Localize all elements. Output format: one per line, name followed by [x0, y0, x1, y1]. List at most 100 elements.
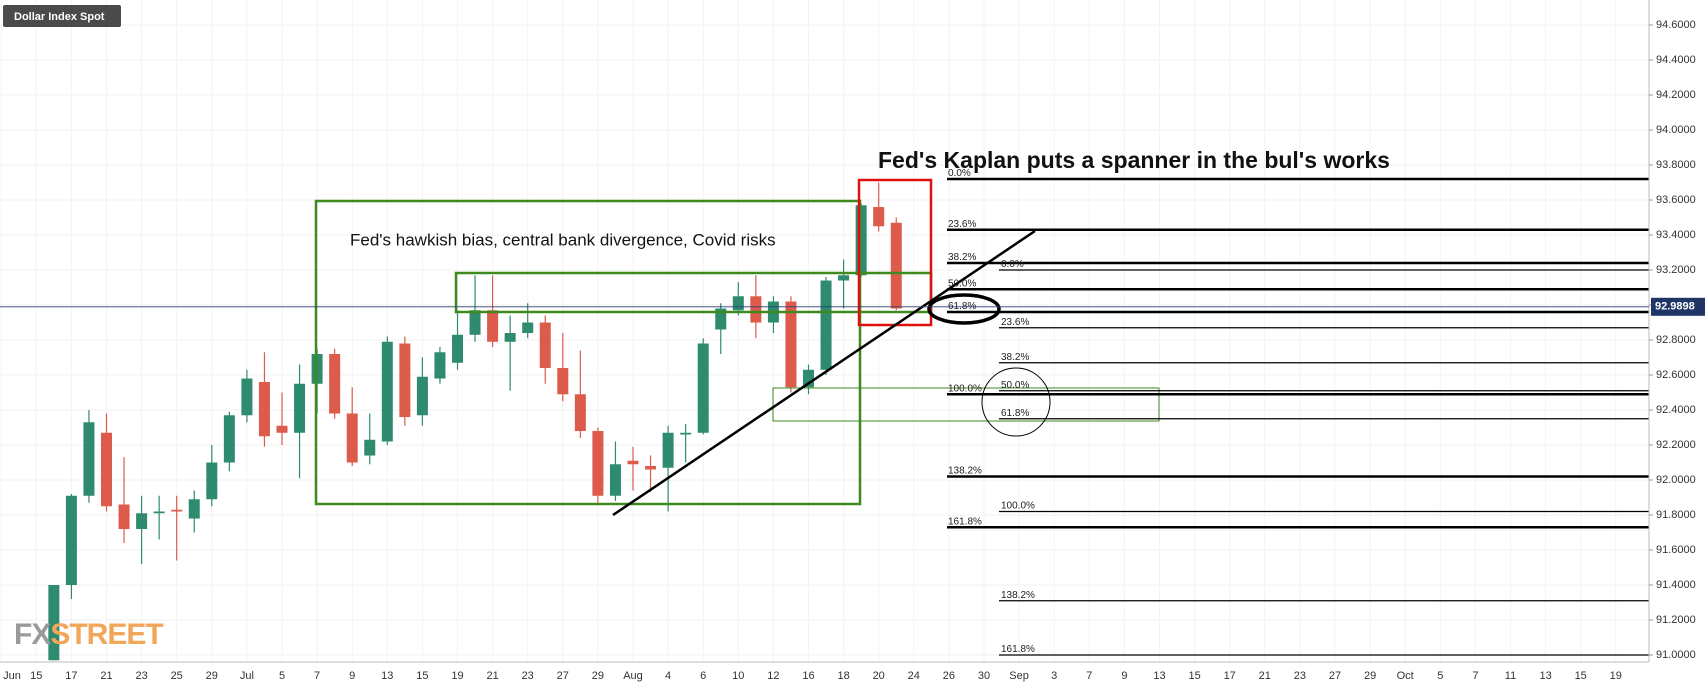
x-tick-label: 27	[557, 670, 569, 682]
candle-body	[592, 431, 604, 496]
x-tick-label: 17	[1224, 670, 1236, 682]
x-tick-label: Jul	[240, 670, 254, 682]
candle-body	[171, 509, 183, 512]
x-tick-label: 23	[1294, 670, 1306, 682]
candle-body	[732, 296, 744, 311]
x-tick-label: 11	[1505, 670, 1516, 682]
candle-body	[434, 352, 446, 379]
candle-body	[469, 310, 481, 335]
candle-body	[346, 413, 358, 463]
y-tick-label: 92.8000	[1656, 334, 1696, 346]
x-tick-label: 5	[1437, 670, 1443, 682]
x-tick-label: 16	[802, 670, 814, 682]
x-tick-label: Jun	[3, 670, 21, 682]
fibonacci-levels: 0.0% 23.6% 38.2% 50.0% 61.8% 100.0% 138.2% 161.…	[947, 168, 1649, 656]
logo-part: FX	[14, 618, 51, 651]
candle-body	[803, 369, 814, 388]
candle-body	[838, 275, 850, 281]
x-tick-label: Aug	[623, 670, 643, 682]
ellipse-marker	[927, 293, 1001, 325]
candle-body	[627, 460, 639, 465]
x-tick-label: 3	[1051, 670, 1057, 682]
y-tick-label: 92.4000	[1656, 404, 1696, 416]
trend-line	[612, 229, 1036, 517]
candle-body	[487, 310, 499, 342]
y-tick-label: 93.4000	[1656, 229, 1696, 241]
range-box	[314, 199, 862, 506]
x-tick-label: 12	[767, 670, 779, 682]
circle-marker	[981, 367, 1051, 437]
x-tick-label: 21	[486, 670, 498, 682]
candle-body	[609, 464, 621, 496]
fib-label: 23.6%	[948, 219, 976, 230]
x-tick-label: 13	[381, 670, 393, 682]
note: Fed's hawkish bias, central bank diverge…	[350, 230, 776, 249]
headline: Fed's Kaplan puts a spanner in the bul's…	[878, 147, 1390, 173]
x-tick-label: 21	[1259, 670, 1271, 682]
fib-label: 50.0%	[948, 278, 976, 289]
y-tick-label: 91.2000	[1656, 614, 1696, 626]
title-box	[3, 5, 121, 27]
candle-body	[223, 415, 235, 463]
candle-body	[680, 432, 692, 435]
x-tick-label: 18	[837, 670, 849, 682]
candle-body	[416, 376, 428, 416]
candle-body	[504, 333, 516, 342]
fib-label: 61.8%	[1001, 408, 1029, 419]
x-tick-label: 26	[943, 670, 955, 682]
fib-label: 23.6%	[1001, 317, 1029, 328]
y-tick-label: 93.2000	[1656, 264, 1696, 276]
candle-body	[258, 382, 270, 437]
candle-body	[873, 207, 885, 227]
fib-label: 50.0%	[1001, 380, 1029, 391]
y-tick-label: 92.6000	[1656, 369, 1696, 381]
x-tick-label: 29	[206, 670, 218, 682]
y-tick-label: 94.2000	[1656, 89, 1696, 101]
x-tick-label: 9	[349, 670, 355, 682]
chart-title: Dollar Index Spot	[14, 11, 105, 23]
x-tick-label: 15	[1188, 670, 1200, 682]
x-tick-label: 7	[314, 670, 320, 682]
candle-body	[241, 378, 253, 416]
x-tick-label: 4	[665, 670, 671, 682]
x-tick-label: 20	[873, 670, 885, 682]
fib-label: 100.0%	[1001, 501, 1035, 512]
x-tick-label: Oct	[1397, 670, 1414, 682]
x-tick-label: 13	[1539, 670, 1551, 682]
candle-body	[452, 334, 463, 363]
x-tick-label: 29	[592, 670, 604, 682]
candle-body	[153, 511, 165, 514]
candle-body	[750, 296, 762, 323]
logo: FXSTREET	[14, 618, 163, 651]
x-tick-label: 30	[978, 670, 990, 682]
x-tick-label: 21	[100, 670, 112, 682]
y-tick-label: 91.8000	[1656, 509, 1696, 521]
fib-label: 38.2%	[1001, 352, 1029, 363]
fib-label: 138.2%	[948, 466, 982, 477]
candle-body	[188, 499, 200, 519]
x-tick-label: 17	[65, 670, 77, 682]
last-price-label: 92.9898	[1655, 301, 1695, 313]
x-tick-label: 19	[451, 670, 463, 682]
x-tick-label: 5	[279, 670, 285, 682]
fib-label: 38.2%	[948, 252, 976, 263]
fib-label: 0.0%	[948, 168, 971, 179]
x-tick-label: 23	[522, 670, 534, 682]
fib-label: 161.8%	[948, 516, 982, 527]
y-tick-label: 94.6000	[1656, 19, 1696, 31]
x-tick-label: 7	[1086, 670, 1092, 682]
x-tick-label: 13	[1153, 670, 1165, 682]
y-tick-label: 91.6000	[1656, 544, 1696, 556]
x-tick-label: 15	[1575, 670, 1587, 682]
candle-body	[574, 394, 586, 432]
x-tick-label: 15	[416, 670, 428, 682]
last-price-box	[1651, 297, 1705, 316]
y-tick-label: 92.2000	[1656, 439, 1696, 451]
candle-body	[118, 504, 130, 530]
x-tick-label: 7	[1472, 670, 1478, 682]
logo-part: STREET	[50, 618, 163, 651]
y-tick-label: 93.6000	[1656, 194, 1696, 206]
candle-body	[645, 466, 657, 470]
candle-body	[206, 462, 218, 500]
y-tick-label: 91.4000	[1656, 579, 1696, 591]
